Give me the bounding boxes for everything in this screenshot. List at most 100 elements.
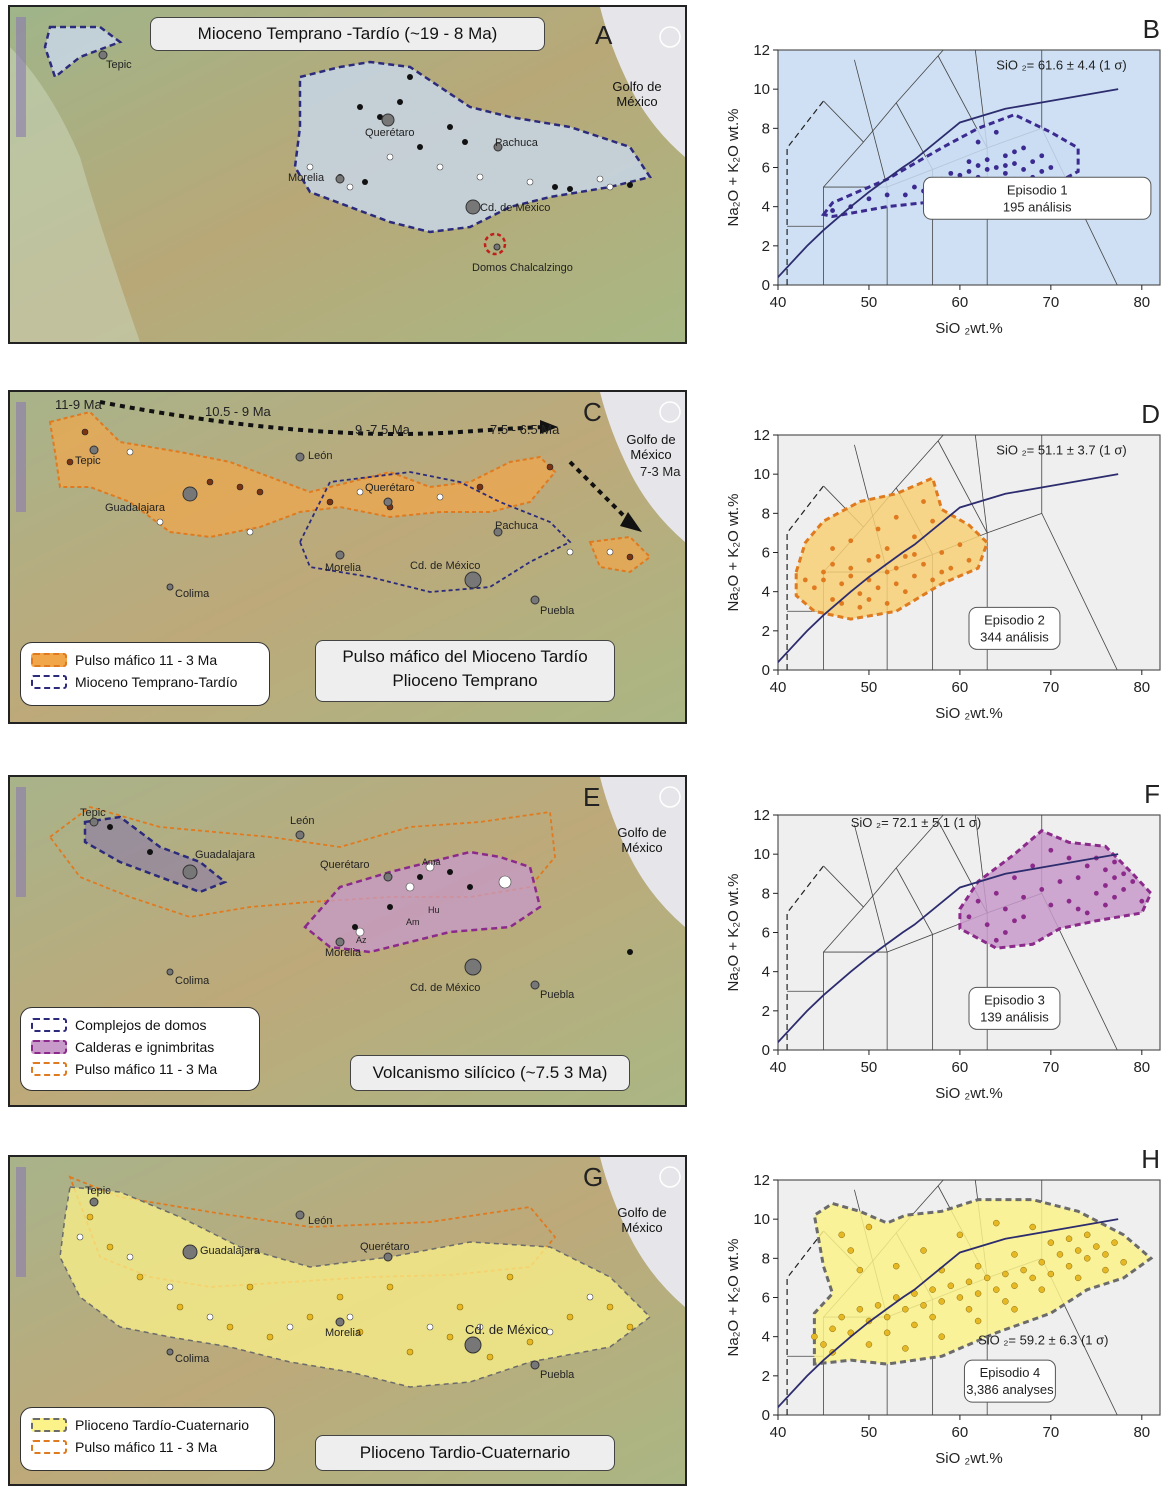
- data-point: [912, 552, 917, 557]
- x-tick-label: 60: [952, 1059, 969, 1076]
- data-point: [1030, 863, 1036, 869]
- data-point: [1083, 1255, 1091, 1262]
- panel-letter: D: [1141, 399, 1160, 429]
- episode1-region: [293, 60, 653, 234]
- x-tick-label: 70: [1043, 294, 1060, 311]
- tas-dashed-line: [786, 100, 824, 285]
- legend-e: Complejos de domos Calderas e ignimbrita…: [20, 1007, 260, 1091]
- legend-item: Plioceno Tardío-Cuaternario: [31, 1414, 264, 1436]
- compass-icon: [659, 786, 681, 808]
- data-point: [902, 1345, 909, 1352]
- data-point: [892, 1294, 900, 1301]
- legend-swatch: [31, 1418, 67, 1432]
- data-point: [874, 1302, 882, 1309]
- data-point: [912, 573, 917, 579]
- city-label: Am: [406, 917, 420, 927]
- data-point: [920, 1247, 927, 1254]
- episode-envelope: [958, 828, 1153, 950]
- x-tick-label: 80: [1133, 679, 1150, 696]
- data-point: [912, 184, 917, 190]
- mean-sio2-annotation: SiO ₂= 51.1 ± 3.7 (1 σ): [996, 443, 1126, 458]
- data-point: [865, 1223, 873, 1231]
- data-point: [1084, 863, 1090, 869]
- data-point: [884, 546, 890, 551]
- y-tick-label: 4: [762, 584, 770, 601]
- tas-chart-d: 40 50 60 70 80 0 2 4 6 8 10 12 SiO ₂wt.% Na₂O + K₂O w…: [700, 395, 1170, 740]
- map-title-c: Pulso máfico del Mioceno Tardío Plioceno…: [315, 640, 615, 702]
- tas-boundary-line: [854, 824, 888, 953]
- map-background: [10, 7, 685, 342]
- data-point: [902, 192, 908, 198]
- x-tick-label: 40: [770, 1424, 787, 1441]
- city-label: Domos Chalcalzingo: [472, 262, 573, 274]
- gulf-label-c: Golfo de México: [626, 432, 676, 462]
- data-point: [856, 1306, 864, 1313]
- data-point: [948, 565, 954, 571]
- x-tick-label: 60: [952, 1424, 969, 1441]
- data-point: [956, 1294, 964, 1301]
- legend-label: Pulso máfico 11 - 3 Ma: [75, 1439, 218, 1455]
- data-point: [939, 569, 945, 575]
- legend-item: Pulso máfico 11 - 3 Ma: [31, 1058, 249, 1080]
- analysis-count-label: 344 análisis: [980, 629, 1049, 644]
- gulf-label-a: Golfo de México: [612, 79, 662, 109]
- map-panel-a: Mioceno Temprano -Tardío (~19 - 8 Ma) A …: [8, 5, 687, 344]
- data-point: [884, 569, 890, 575]
- data-point: [1029, 1274, 1036, 1282]
- episode-label: Episodio 3: [984, 992, 1045, 1007]
- y-axis-label: Na₂O + K₂O wt.%: [725, 109, 742, 227]
- data-point: [820, 1341, 827, 1348]
- city-label: Puebla: [540, 605, 575, 617]
- tas-boundary-line: [823, 55, 939, 188]
- data-point: [811, 585, 817, 591]
- tas-chart-svg: 40 50 60 70 80 0 2 4 6 8 10 12 SiO ₂wt.% Na₂O + K₂O w…: [725, 399, 1161, 722]
- city-label: Puebla: [540, 1369, 575, 1381]
- y-axis-label: Na₂O + K₂O wt.%: [725, 874, 742, 992]
- data-point: [1002, 153, 1008, 159]
- legend-swatch: [31, 1440, 67, 1454]
- mean-sio2-annotation: SiO ₂= 59.2 ± 6.3 (1 σ): [978, 1333, 1108, 1348]
- data-point: [839, 581, 845, 587]
- data-point: [1002, 906, 1008, 912]
- x-tick-label: 40: [770, 679, 787, 696]
- data-point: [1048, 165, 1054, 170]
- data-point: [848, 565, 854, 571]
- x-axis-label: SiO ₂wt.%: [935, 705, 1003, 722]
- data-point: [966, 914, 972, 920]
- x-tick-label: 50: [861, 1059, 878, 1076]
- map-title-e: Volcanismo silícico (~7.5 3 Ma): [350, 1055, 630, 1091]
- legend-label: Calderas e ignimbritas: [75, 1039, 215, 1055]
- y-tick-label: 6: [762, 1290, 770, 1307]
- city-label: Hu: [428, 905, 440, 915]
- y-tick-label: 10: [753, 466, 770, 483]
- y-tick-label: 2: [762, 1368, 770, 1385]
- y-tick-label: 12: [753, 807, 770, 824]
- data-point: [830, 546, 835, 551]
- city-label: Querétaro: [365, 482, 415, 494]
- mean-sio2-annotation: SiO ₂= 72.1 ± 5.1 (1 σ): [851, 815, 981, 830]
- data-point: [1021, 894, 1026, 900]
- y-tick-label: 0: [762, 277, 770, 294]
- y-tick-label: 4: [762, 964, 770, 981]
- y-tick-label: 0: [762, 662, 770, 679]
- data-point: [838, 1231, 845, 1239]
- data-point: [1112, 894, 1117, 900]
- tas-chart-h: 40 50 60 70 80 0 2 4 6 8 10 12 SiO ₂wt.% Na₂O + K₂O w…: [700, 1140, 1170, 1487]
- data-point: [993, 165, 999, 170]
- data-point: [1121, 887, 1127, 892]
- data-point: [957, 542, 963, 548]
- y-tick-label: 10: [753, 1211, 770, 1228]
- episode-label: Episodio 2: [984, 612, 1045, 627]
- city-label: Guadalajara: [105, 502, 165, 514]
- city-label: Querétaro: [360, 1241, 410, 1253]
- x-tick-label: 80: [1133, 1059, 1150, 1076]
- data-point: [1039, 169, 1045, 174]
- y-tick-label: 8: [762, 1250, 770, 1267]
- data-point: [1075, 875, 1081, 881]
- data-point: [1038, 1259, 1046, 1266]
- tas-boundary-line: [854, 59, 888, 188]
- data-point: [912, 534, 917, 540]
- data-point: [1084, 910, 1090, 916]
- x-tick-label: 40: [770, 294, 787, 311]
- panel-letter: H: [1141, 1144, 1160, 1174]
